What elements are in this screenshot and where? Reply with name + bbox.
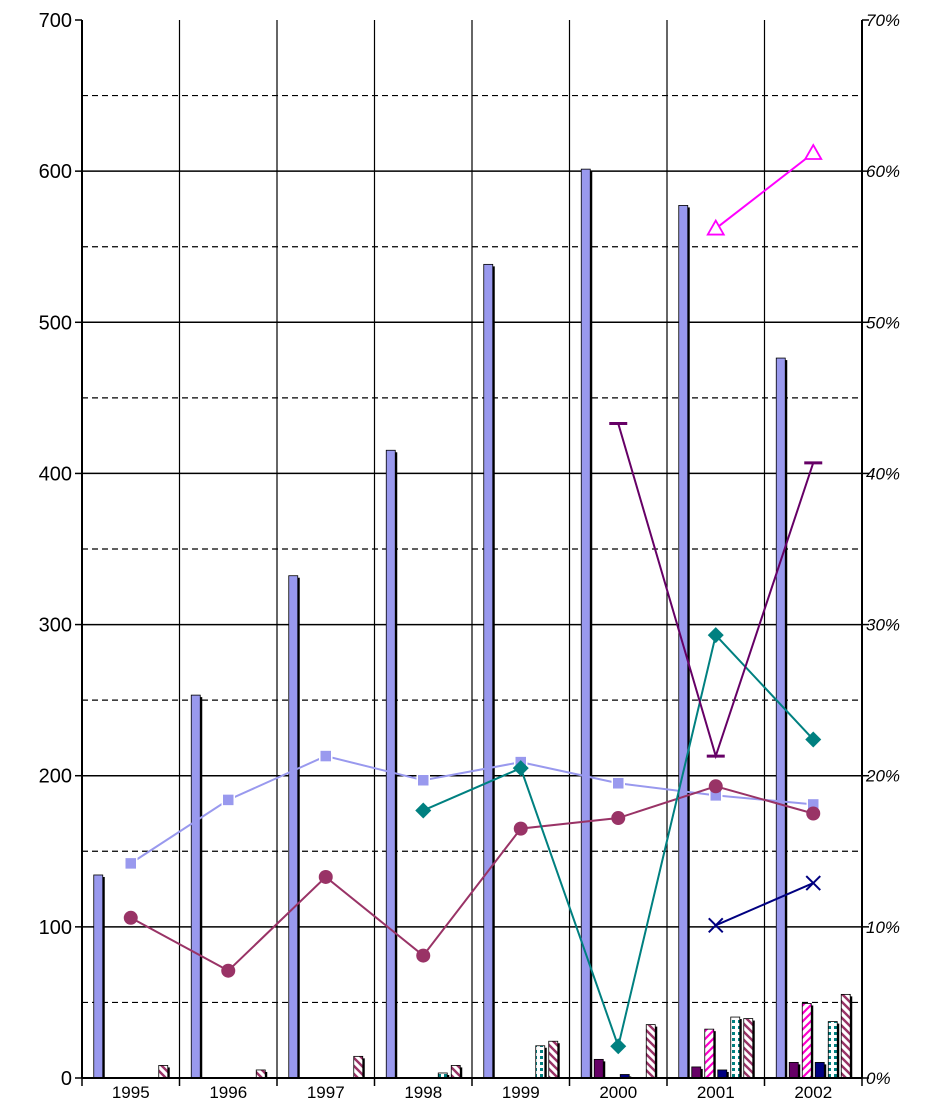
lines xyxy=(123,143,823,1055)
y-tick-label: 200 xyxy=(39,766,72,788)
point-s2-1999 xyxy=(512,760,529,777)
bar-s5-1995 xyxy=(158,1065,169,1079)
point-s1-1996 xyxy=(221,963,236,978)
x-tick-label: 1999 xyxy=(502,1083,540,1102)
point-s2-1998 xyxy=(415,802,432,819)
line-series-5 xyxy=(715,882,814,927)
point-s1-2002 xyxy=(806,806,821,821)
y-tick-label: 700 xyxy=(39,10,72,32)
bar-s0-1997 xyxy=(288,575,299,1079)
bar-s5-2000 xyxy=(645,1024,656,1079)
point-s1-1995 xyxy=(123,910,138,925)
point-s0-1998 xyxy=(416,773,430,787)
line-series-2 xyxy=(422,633,814,1050)
bar-s5-1999 xyxy=(548,1040,559,1079)
bar-s0-1996 xyxy=(190,694,201,1079)
point-s2-2000 xyxy=(610,1038,627,1055)
bar-s4-2002 xyxy=(827,1021,838,1079)
bar-s5-1998 xyxy=(450,1065,461,1079)
point-s1-2001 xyxy=(708,779,723,794)
bar-s3-2002 xyxy=(814,1061,825,1079)
y2-tick-label: 20% xyxy=(865,767,900,786)
x-tick-label: 1995 xyxy=(112,1083,150,1102)
bar-s5-2002 xyxy=(840,993,851,1079)
y-tick-label: 300 xyxy=(39,615,72,637)
x-tick-label: 2000 xyxy=(599,1083,637,1102)
y-tick-label: 500 xyxy=(39,312,72,334)
bar-s0-2002 xyxy=(775,357,786,1079)
point-s2-2002 xyxy=(805,731,822,748)
point-s0-2000 xyxy=(611,776,625,791)
point-s1-2000 xyxy=(611,811,626,826)
bar-s1-2002 xyxy=(788,1061,799,1079)
y2-tick-label: 40% xyxy=(866,464,900,483)
point-s5-2001 xyxy=(708,917,724,934)
line-series-1 xyxy=(130,785,814,972)
tick-labels: 0 100 200 300 400 500 600 700 0% 10% 20% 30% 40% 50% 6… xyxy=(39,10,900,1102)
grid xyxy=(82,20,862,1078)
bar-s2-2001 xyxy=(704,1028,715,1079)
point-s1-1999 xyxy=(513,821,528,836)
x-tick-label: 2001 xyxy=(697,1083,735,1102)
bar-s3-2001 xyxy=(717,1069,728,1079)
point-s4-2002 xyxy=(803,143,823,160)
x-tick-label: 2002 xyxy=(794,1083,832,1102)
y-tick-label: 100 xyxy=(39,917,72,939)
point-s1-1997 xyxy=(318,869,333,884)
y2-tick-label: 30% xyxy=(866,616,900,635)
bar-s5-1996 xyxy=(255,1069,266,1079)
bars xyxy=(93,168,853,1079)
axes xyxy=(75,19,869,1086)
point-s5-2002 xyxy=(805,875,821,891)
line-series-0 xyxy=(130,755,814,865)
point-s1-1998 xyxy=(416,948,431,963)
point-s0-1995 xyxy=(124,856,138,871)
x-tick-label: 1996 xyxy=(209,1083,247,1102)
y2-tick-label: 0% xyxy=(866,1069,891,1088)
bar-s5-2001 xyxy=(743,1018,754,1079)
y2-tick-label: 50% xyxy=(866,313,900,332)
y2-tick-label: 60% xyxy=(866,162,900,181)
point-s2-2001 xyxy=(707,627,724,644)
bar-s0-1999 xyxy=(483,263,494,1079)
line-series-4 xyxy=(715,152,814,230)
point-s4-2001 xyxy=(706,218,726,236)
bar-s1-2000 xyxy=(593,1058,604,1079)
y-tick-label: 400 xyxy=(39,463,72,485)
y-tick-label: 600 xyxy=(39,161,72,183)
point-s0-1996 xyxy=(221,793,235,807)
y2-tick-label: 10% xyxy=(866,918,900,937)
x-tick-label: 1997 xyxy=(307,1083,345,1102)
y2-tick-label: 70% xyxy=(866,11,900,30)
bar-s2-2002 xyxy=(801,1003,812,1079)
bar-s5-1997 xyxy=(353,1055,364,1079)
x-tick-label: 1998 xyxy=(404,1083,442,1102)
bar-s4-1999 xyxy=(535,1045,546,1079)
point-s0-1997 xyxy=(319,749,333,763)
bar-s4-2001 xyxy=(730,1016,741,1079)
bar-s1-2001 xyxy=(691,1066,702,1079)
bar-s0-1995 xyxy=(93,874,104,1079)
y-tick-label: 0 xyxy=(61,1068,72,1090)
bar-s0-1998 xyxy=(385,449,396,1079)
